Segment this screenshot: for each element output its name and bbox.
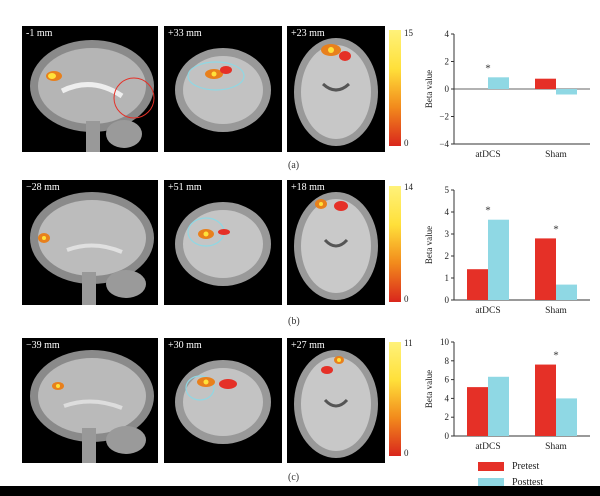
slice-label: +23 mm (291, 28, 325, 39)
x-tick-label: Sham (545, 150, 567, 160)
colorbar-b (389, 186, 401, 302)
brain-slice-axial: +18 mm (287, 180, 385, 305)
bar-posttest-atdcs (488, 219, 509, 300)
y-tick-label: −2 (439, 112, 449, 122)
bar-pretest-sham (535, 78, 556, 89)
brain-slice-coronal: +51 mm (164, 180, 282, 305)
bar-pretest-sham (535, 364, 556, 436)
colorbar-max: 14 (404, 182, 413, 192)
axial-brain-image (294, 350, 378, 458)
x-tick-label: atDCS (475, 306, 500, 316)
y-tick-label: 2 (445, 57, 450, 67)
panel-caption: (a) (288, 160, 300, 171)
significance-marker: * (485, 62, 491, 74)
coronal-brain-image (175, 48, 271, 132)
bar-posttest-sham (556, 398, 577, 436)
slice-label: +33 mm (168, 28, 202, 39)
sagittal-brain-image (30, 40, 155, 152)
slice-label: +51 mm (168, 182, 202, 193)
significance-marker: * (553, 350, 559, 362)
coronal-brain-image (175, 202, 271, 286)
colorbar-min: 0 (404, 294, 409, 304)
bar-posttest-atdcs (488, 77, 509, 89)
x-tick-label: Sham (545, 442, 567, 452)
y-axis-label: Beta value (424, 226, 434, 264)
y-tick-label: −4 (439, 139, 449, 149)
significance-marker: * (485, 205, 491, 217)
legend-label-pretest: Pretest (512, 460, 540, 472)
y-tick-label: 5 (445, 185, 450, 195)
brain-slice-sagittal: −39 mm (22, 338, 158, 463)
y-tick-label: 4 (445, 207, 450, 217)
colorbar-a (389, 30, 401, 146)
legend-swatch-pretest (478, 461, 504, 471)
slice-label: -1 mm (26, 28, 53, 39)
chart-legend: Pretest Posttest (478, 458, 543, 490)
brain-slice-axial: +23 mm (287, 26, 385, 152)
bar-posttest-sham (556, 284, 577, 300)
slice-label: −28 mm (26, 182, 60, 193)
axial-brain-image (294, 38, 378, 146)
y-tick-label: 8 (445, 356, 450, 366)
y-tick-label: 3 (445, 229, 450, 239)
axial-brain-image (294, 192, 378, 300)
slice-label: −39 mm (26, 340, 60, 351)
bar-pretest-sham (535, 238, 556, 300)
panel-caption: (c) (288, 472, 300, 483)
brain-slice-coronal: +30 mm (164, 338, 282, 463)
y-tick-label: 1 (445, 273, 450, 283)
bar-pretest-atdcs (467, 269, 488, 300)
y-axis-label: Beta value (424, 70, 434, 108)
bar-chart-a: 4 2 0 −2 −4 Beta value atDCS * Sham (424, 29, 590, 160)
legend-swatch-posttest (478, 477, 504, 487)
coronal-brain-image (175, 360, 271, 444)
panel-caption: (b) (288, 316, 300, 327)
legend-label-posttest: Posttest (512, 476, 544, 488)
slice-label: +18 mm (291, 182, 325, 193)
sagittal-brain-image (30, 350, 154, 463)
y-tick-label: 4 (445, 393, 450, 403)
legend-item-posttest: Posttest (478, 474, 543, 490)
colorbar-min: 0 (404, 138, 409, 148)
colorbar-c (389, 342, 401, 456)
bar-pretest-atdcs (467, 387, 488, 436)
brain-slice-coronal: +33 mm (164, 26, 282, 152)
legend-item-pretest: Pretest (478, 458, 543, 474)
brain-slice-sagittal: -1 mm (22, 26, 158, 152)
slice-label: +30 mm (168, 340, 202, 351)
x-tick-label: atDCS (475, 442, 500, 452)
y-tick-label: 2 (445, 251, 450, 261)
bar-posttest-sham (556, 89, 577, 95)
y-axis-label: Beta value (424, 370, 434, 408)
slice-label: +27 mm (291, 340, 325, 351)
y-tick-label: 6 (445, 375, 450, 385)
bar-chart-b: 5 4 3 2 1 0 Beta value atDCS * Sham * (424, 185, 590, 316)
brain-slice-sagittal: −28 mm (22, 180, 158, 305)
colorbar-min: 0 (404, 448, 409, 458)
bar-posttest-atdcs (488, 376, 509, 436)
bar-chart-c: 10 8 6 4 2 0 Beta value atDCS Sham * (424, 337, 590, 452)
y-tick-label: 4 (445, 29, 450, 39)
y-tick-label: 0 (445, 84, 450, 94)
colorbar-max: 11 (404, 338, 413, 348)
bottom-border-bar (0, 486, 600, 496)
y-tick-label: 2 (445, 412, 450, 422)
y-tick-label: 0 (445, 295, 450, 305)
significance-marker: * (553, 223, 559, 235)
y-tick-label: 10 (440, 337, 450, 347)
colorbar-max: 15 (404, 28, 413, 38)
sagittal-brain-image (30, 192, 154, 305)
brain-slice-axial: +27 mm (287, 338, 385, 463)
x-tick-label: Sham (545, 306, 567, 316)
x-tick-label: atDCS (475, 150, 500, 160)
y-tick-label: 0 (445, 431, 450, 441)
